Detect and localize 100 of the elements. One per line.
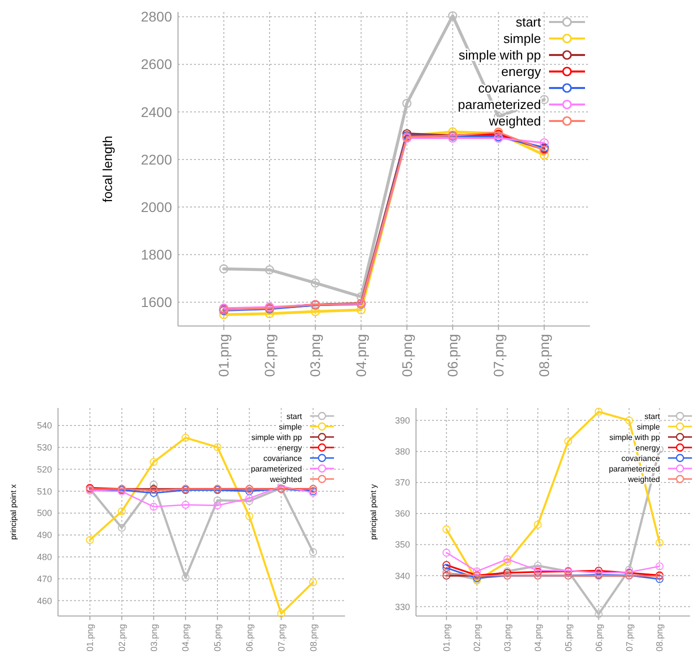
x-tick-label: 06.png bbox=[444, 334, 461, 377]
y-tick-label: 360 bbox=[394, 508, 410, 519]
point bbox=[564, 437, 572, 446]
legend-label: weighted bbox=[268, 474, 302, 484]
point bbox=[150, 489, 158, 497]
legend-label: simple bbox=[278, 422, 303, 432]
point bbox=[442, 548, 450, 557]
y-tick-label: 350 bbox=[394, 540, 410, 550]
legend-label: covariance bbox=[263, 454, 303, 463]
point bbox=[182, 434, 190, 442]
point bbox=[594, 610, 603, 618]
point bbox=[182, 500, 190, 509]
point bbox=[213, 443, 222, 452]
x-tick-label: 03.png bbox=[307, 334, 324, 377]
x-tick-label: 03.png bbox=[502, 624, 512, 652]
legend-label: covariance bbox=[478, 80, 541, 96]
y-tick-label: 1600 bbox=[140, 294, 172, 310]
x-tick-label: 02.png bbox=[261, 334, 278, 377]
point bbox=[245, 512, 254, 520]
point bbox=[540, 138, 549, 148]
x-tick-label: 01.png bbox=[442, 624, 452, 652]
x-tick-label: 08.png bbox=[308, 624, 318, 652]
y-tick-label: 1800 bbox=[140, 246, 172, 263]
point bbox=[245, 497, 254, 506]
x-tick-label: 08.png bbox=[536, 334, 552, 377]
point bbox=[309, 578, 318, 586]
legend-label: simple bbox=[503, 31, 541, 46]
point bbox=[264, 265, 274, 274]
y-tick-label: 530 bbox=[36, 442, 52, 453]
x-tick-label: 07.png bbox=[490, 334, 506, 377]
legend-label: simple with pp bbox=[251, 432, 303, 442]
x-tick-label: 01.png bbox=[85, 624, 96, 652]
point bbox=[656, 575, 664, 584]
y-axis-title: principal point y bbox=[369, 484, 378, 540]
x-tick-label: 05.png bbox=[563, 624, 574, 652]
point bbox=[277, 610, 286, 618]
point bbox=[213, 501, 222, 510]
point bbox=[534, 520, 542, 529]
point bbox=[534, 562, 542, 570]
y-tick-label: 370 bbox=[394, 478, 410, 488]
legend-label: start bbox=[286, 412, 303, 421]
point bbox=[310, 306, 320, 316]
point bbox=[442, 572, 450, 580]
y-tick-label: 340 bbox=[394, 570, 410, 581]
point bbox=[656, 562, 664, 570]
y-tick-label: 2800 bbox=[140, 8, 172, 25]
y-tick-label: 490 bbox=[36, 530, 52, 540]
x-tick-label: 02.png bbox=[116, 624, 127, 652]
point bbox=[86, 536, 94, 544]
point bbox=[540, 94, 549, 104]
y-tick-label: 2400 bbox=[140, 104, 172, 120]
point bbox=[213, 496, 222, 504]
point bbox=[442, 561, 450, 570]
y-tick-label: 470 bbox=[36, 574, 52, 584]
legend-label: start bbox=[644, 412, 661, 421]
x-tick-label: 05.png bbox=[212, 624, 223, 652]
legend-label: parameterized bbox=[458, 97, 541, 112]
x-tick-label: 07.png bbox=[624, 624, 634, 652]
point bbox=[118, 524, 126, 532]
legend-label: simple with pp bbox=[458, 48, 541, 63]
point bbox=[656, 538, 664, 547]
legend-label: simple bbox=[636, 422, 661, 432]
point bbox=[540, 150, 549, 160]
point bbox=[264, 309, 274, 318]
y-tick-label: 2000 bbox=[140, 198, 172, 215]
y-tick-label: 500 bbox=[36, 508, 52, 518]
legend-label: parameterized bbox=[250, 464, 302, 474]
point bbox=[448, 11, 458, 20]
y-tick-label: 510 bbox=[36, 486, 52, 496]
y-tick-label: 2200 bbox=[140, 151, 172, 168]
point bbox=[625, 416, 634, 424]
point bbox=[503, 555, 512, 564]
y-tick-label: 380 bbox=[394, 446, 410, 457]
x-tick-label: 08.png bbox=[654, 624, 665, 652]
legend-label: simple with pp bbox=[609, 432, 661, 442]
point bbox=[219, 310, 228, 320]
y-tick-label: 520 bbox=[36, 464, 52, 474]
point bbox=[402, 98, 412, 108]
y-axis-title: focal length bbox=[100, 136, 115, 202]
point bbox=[594, 408, 603, 416]
point bbox=[356, 305, 366, 314]
x-tick-label: 04.png bbox=[353, 334, 370, 377]
point bbox=[442, 525, 450, 534]
legend-label: weighted bbox=[488, 114, 541, 129]
x-tick-label: 05.png bbox=[398, 334, 415, 377]
point bbox=[472, 567, 481, 576]
legend-label: energy bbox=[501, 64, 542, 80]
point bbox=[150, 502, 158, 511]
x-tick-label: 04.png bbox=[180, 624, 191, 652]
point bbox=[150, 458, 158, 466]
y-tick-label: 540 bbox=[36, 420, 52, 431]
y-tick-label: 330 bbox=[394, 602, 410, 612]
y-tick-label: 480 bbox=[36, 552, 52, 562]
y-axis-title: principal point x bbox=[9, 484, 18, 540]
point bbox=[182, 574, 190, 582]
legend-label: energy bbox=[278, 443, 302, 452]
point bbox=[503, 558, 512, 566]
x-tick-label: 04.png bbox=[532, 624, 543, 652]
y-tick-label: 460 bbox=[36, 596, 52, 606]
point bbox=[309, 548, 318, 556]
